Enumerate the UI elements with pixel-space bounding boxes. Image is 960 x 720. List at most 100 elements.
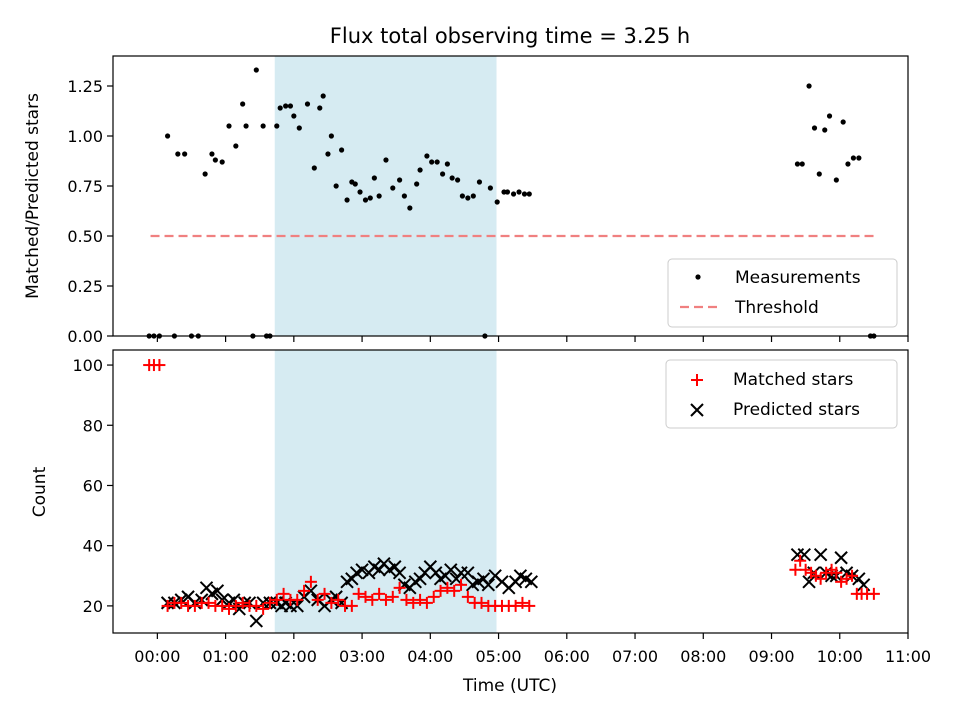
chart-title: Flux total observing time = 3.25 h — [330, 24, 690, 48]
matched-star-point — [461, 590, 474, 603]
top-x-ticks — [156, 336, 909, 342]
matched-star-point — [393, 581, 406, 594]
matched-star-points — [143, 359, 880, 615]
predicted-star-point — [290, 599, 304, 613]
matched-star-point — [229, 599, 242, 612]
measurement-point — [362, 197, 369, 203]
matched-star-point — [830, 566, 843, 579]
matched-star-point — [867, 587, 880, 600]
predicted-star-point — [304, 584, 318, 598]
y-tick-label: 0.75 — [67, 177, 103, 196]
measurement-point — [376, 193, 382, 199]
measurement-point — [339, 147, 345, 153]
measurement-point — [822, 127, 828, 133]
matched-star-point — [250, 599, 263, 612]
x-tick-label: 10:00 — [817, 647, 863, 666]
matched-star-point — [298, 584, 311, 597]
matched-star-point — [202, 596, 215, 609]
measurement-point — [407, 205, 413, 211]
measurement-point — [233, 143, 239, 149]
y-tick-label: 100 — [72, 356, 103, 375]
measurement-point — [526, 191, 532, 197]
x-tick-label: 11:00 — [885, 647, 931, 666]
predicted-star-point — [524, 575, 539, 589]
y-tick-label: 0.50 — [67, 227, 103, 246]
matched-star-point — [516, 596, 529, 609]
matched-star-point — [345, 599, 358, 612]
matched-star-point — [441, 581, 454, 594]
y-tick-label: 60 — [83, 476, 103, 495]
measurement-point — [470, 193, 476, 199]
measurement-point — [240, 101, 246, 107]
measurement-point — [799, 161, 805, 167]
x-tick-label: 03:00 — [339, 647, 385, 666]
matched-star-point — [352, 587, 365, 600]
matched-star-point — [188, 599, 201, 612]
matched-star-point — [236, 596, 249, 609]
matched-star-point — [263, 596, 276, 609]
matched-star-point — [373, 587, 386, 600]
x-tick-label: 05:00 — [476, 647, 522, 666]
measurement-point — [182, 151, 188, 157]
matched-star-point — [291, 593, 304, 606]
matched-star-point — [386, 590, 399, 603]
matched-star-point — [509, 599, 522, 612]
measurement-point — [504, 189, 511, 195]
x-tick-label: 02:00 — [271, 647, 317, 666]
predicted-star-point — [444, 563, 458, 577]
x-tick-label: 07:00 — [612, 647, 658, 666]
measurement-point — [390, 185, 396, 191]
x-tick-label: 01:00 — [203, 647, 249, 666]
measurement-point — [304, 101, 311, 107]
matched-star-point — [400, 593, 413, 606]
measurement-point — [291, 113, 297, 119]
measurement-point — [367, 195, 373, 201]
matched-star-point — [366, 593, 379, 606]
predicted-star-point — [481, 578, 496, 592]
measurement-point — [424, 153, 430, 159]
measurement-point — [459, 193, 465, 199]
measurement-point — [371, 175, 377, 181]
predicted-star-point — [802, 575, 816, 589]
measurement-point — [311, 165, 317, 171]
x-tick-label: 08:00 — [680, 647, 726, 666]
top-axes-frame — [112, 55, 909, 337]
measurement-point — [164, 133, 171, 139]
matched-star-point — [318, 587, 331, 600]
measurement-point — [816, 171, 822, 177]
measurement-point — [417, 167, 423, 173]
x-tick-label: 00:00 — [134, 647, 180, 666]
measurement-point — [175, 151, 181, 157]
legend-matched-label: Matched stars — [733, 370, 853, 390]
measurement-point — [274, 123, 280, 129]
y-tick-label: 1.25 — [67, 77, 103, 96]
matched-star-point — [325, 596, 338, 609]
matched-star-point — [257, 602, 270, 615]
predicted-star-point — [813, 548, 828, 562]
legend-matched-marker — [691, 374, 703, 386]
measurement-point — [465, 195, 471, 201]
top-observing-shade — [274, 56, 497, 336]
matched-star-point — [407, 596, 420, 609]
measurement-point — [328, 133, 334, 139]
predicted-star-point — [249, 614, 264, 628]
measurement-point — [449, 175, 455, 181]
legend-threshold-label: Threshold — [734, 298, 819, 318]
measurement-point — [226, 123, 232, 129]
matched-star-point — [455, 578, 468, 591]
matched-star-point — [304, 575, 317, 588]
measurement-point — [487, 185, 493, 191]
predicted-star-point — [834, 551, 848, 565]
measurement-point — [401, 193, 407, 199]
matched-star-point — [427, 590, 440, 603]
bottom-y-axis-label: Count — [30, 466, 50, 517]
measurement-point — [826, 113, 833, 119]
legend-predicted-label: Predicted stars — [733, 400, 860, 420]
measurement-point — [414, 181, 420, 187]
top-panel: 0.00 0.25 0.50 0.75 1.00 1.25 Matched/Predict… — [23, 55, 909, 346]
measurement-point — [325, 151, 331, 157]
y-tick-label: 20 — [83, 597, 103, 616]
matched-star-point — [270, 593, 283, 606]
bottom-axes-frame — [112, 349, 909, 634]
